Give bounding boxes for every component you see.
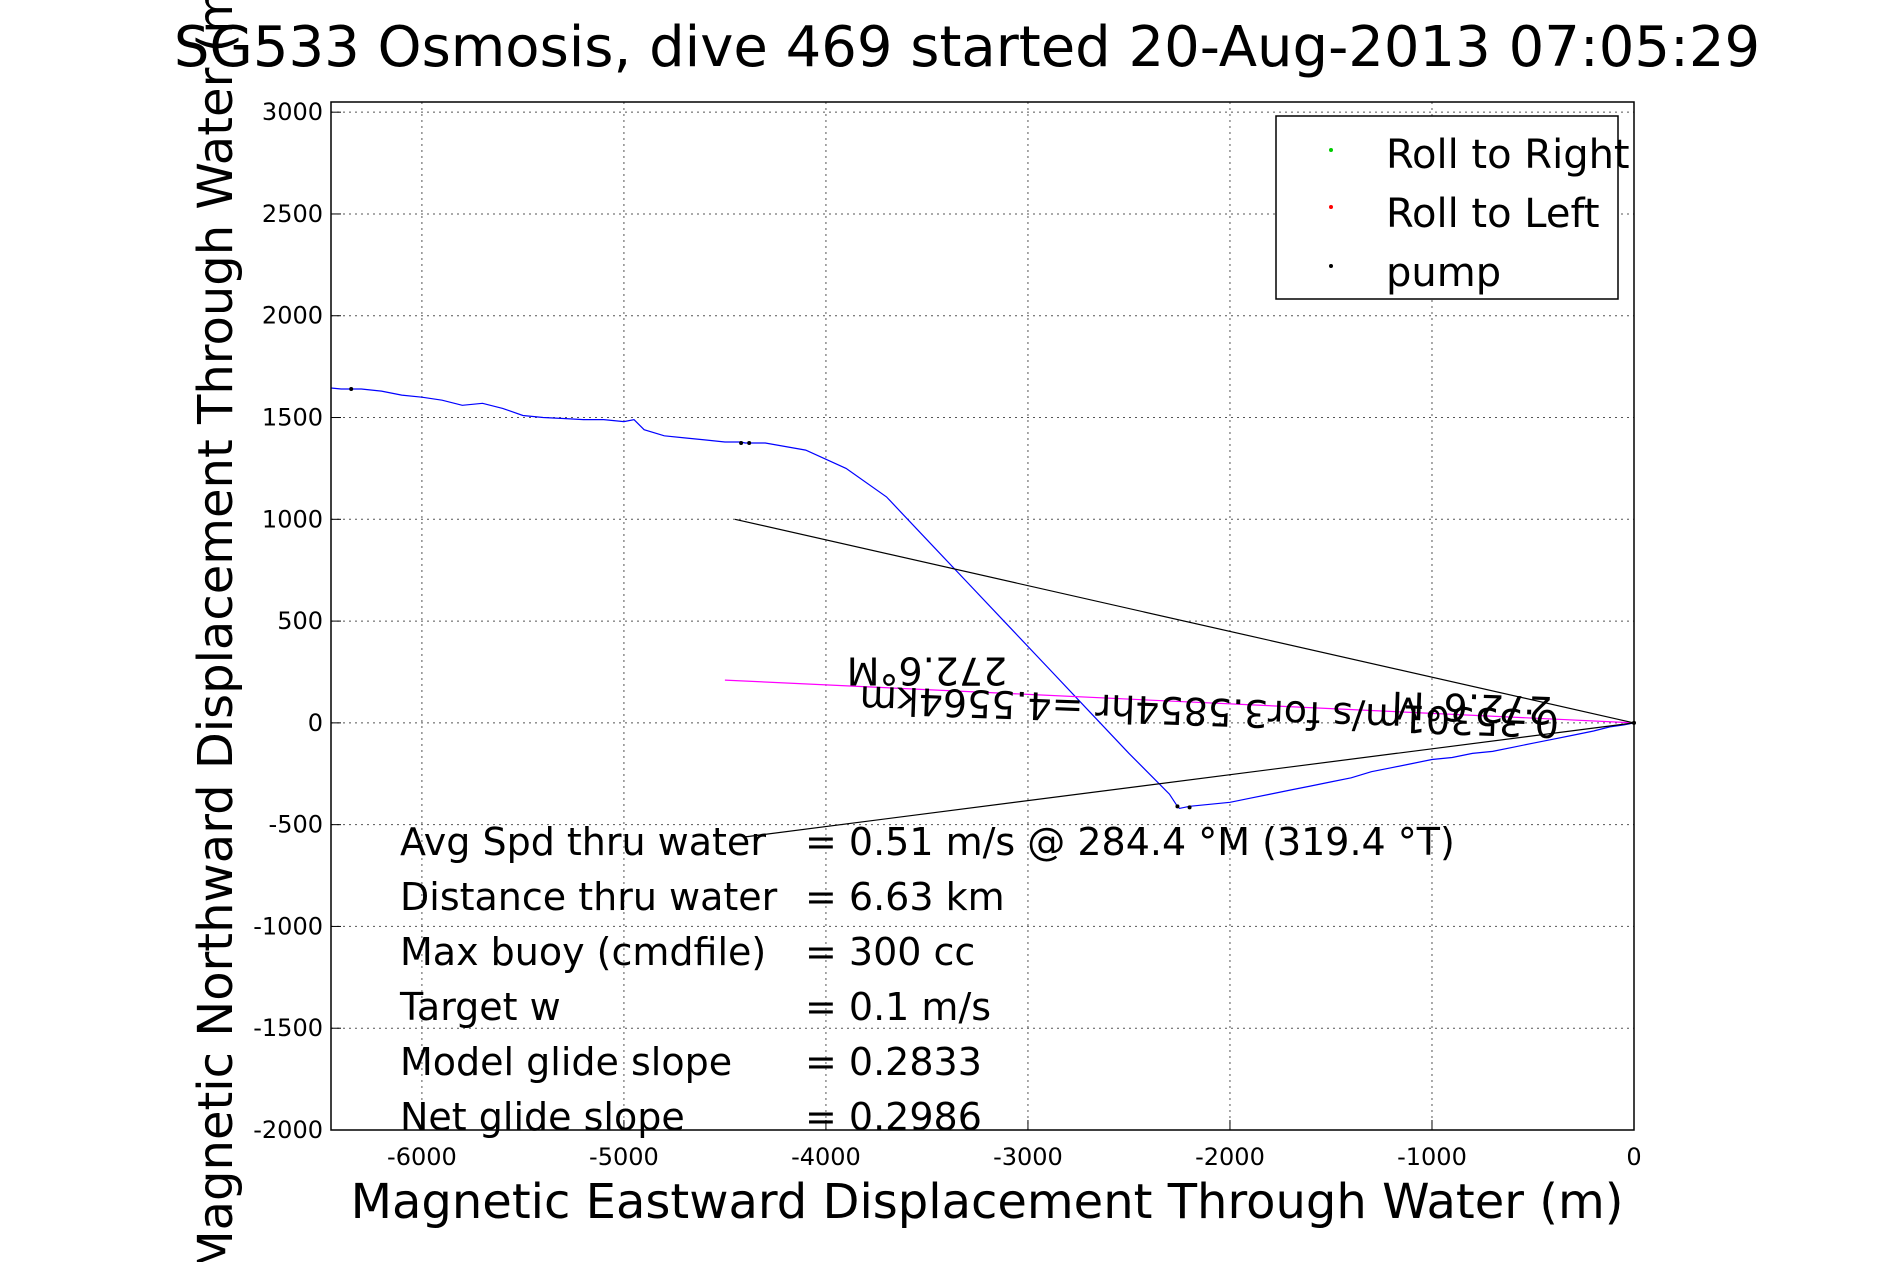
chart-title: SG533 Osmosis, dive 469 started 20-Aug-2… <box>174 15 1760 80</box>
stat-label: Target w <box>399 985 561 1029</box>
legend-box <box>1275 115 1619 300</box>
stats-block: Avg Spd thru water = 0.51 m/s @ 284.4 °M … <box>399 820 1455 1139</box>
series-line-2 <box>734 518 1635 724</box>
stat-value: = 300 cc <box>805 930 975 974</box>
y-tick-label: 2000 <box>262 302 323 330</box>
y-tick-label: -500 <box>269 811 323 839</box>
y-tick-label: 1500 <box>262 404 323 432</box>
x-axis-label: Magnetic Eastward Displacement Through W… <box>351 1174 1624 1230</box>
stat-label: Max buoy (cmdfile) <box>400 930 766 974</box>
stat-label: Distance thru water <box>400 875 778 919</box>
legend-label-roll-right: Roll to Right <box>1386 132 1630 178</box>
pump-point <box>1187 805 1192 810</box>
stat-value: = 0.2833 <box>805 1040 982 1084</box>
legend: Roll to Right Roll to Left pump <box>1275 115 1630 300</box>
tick-labels: -6000 -5000 -4000 -3000 -2000 -1000 0300025002… <box>253 98 1641 1171</box>
stat-label: Net glide slope <box>400 1095 685 1139</box>
y-tick-label: 1000 <box>262 505 323 533</box>
stat-value: = 6.63 km <box>805 875 1005 919</box>
series-line-1 <box>724 679 1635 724</box>
x-tick-label: -3000 <box>993 1143 1063 1171</box>
series-layer <box>330 387 1636 838</box>
y-tick-label: 500 <box>277 607 323 635</box>
y-axis-label: Magnetic Northward Displacement Through … <box>188 0 244 1262</box>
y-tick-label: -1500 <box>253 1014 323 1042</box>
legend-label-roll-left: Roll to Left <box>1386 191 1600 237</box>
x-tick-label: -1000 <box>1397 1143 1467 1171</box>
y-tick-label: 2500 <box>262 200 323 228</box>
annotation-label: 272.6°M <box>1391 683 1553 733</box>
stat-value: = 0.51 m/s @ 284.4 °M (319.4 °T) <box>805 820 1455 864</box>
stat-label: Avg Spd thru water <box>400 820 766 864</box>
pump-point <box>1175 804 1180 809</box>
legend-marker-pump <box>1329 264 1333 268</box>
stat-value: = 0.1 m/s <box>805 985 991 1029</box>
plot-frame <box>330 101 1635 1131</box>
y-tick-label: -1000 <box>253 912 323 940</box>
stat-label: Model glide slope <box>400 1040 732 1084</box>
pump-point <box>349 387 354 392</box>
legend-label-pump: pump <box>1386 250 1501 296</box>
x-tick-label: -4000 <box>791 1143 861 1171</box>
x-tick-label: -2000 <box>1195 1143 1265 1171</box>
y-tick-label: 0 <box>308 709 323 737</box>
x-tick-label: -6000 <box>387 1143 457 1171</box>
legend-marker-roll-left <box>1329 205 1333 209</box>
y-tick-label: 3000 <box>262 98 323 126</box>
legend-marker-roll-right <box>1329 148 1333 152</box>
pump-point <box>747 440 752 445</box>
y-tick-label: -2000 <box>253 1116 323 1144</box>
pump-point <box>739 440 744 445</box>
series-line-3 <box>745 722 1635 838</box>
stat-value: = 0.2986 <box>805 1095 982 1139</box>
annotation-label: 272.6°M <box>847 649 1008 693</box>
series-line-0 <box>330 387 1635 810</box>
x-tick-label: -5000 <box>589 1143 659 1171</box>
x-tick-label: 0 <box>1626 1143 1641 1171</box>
